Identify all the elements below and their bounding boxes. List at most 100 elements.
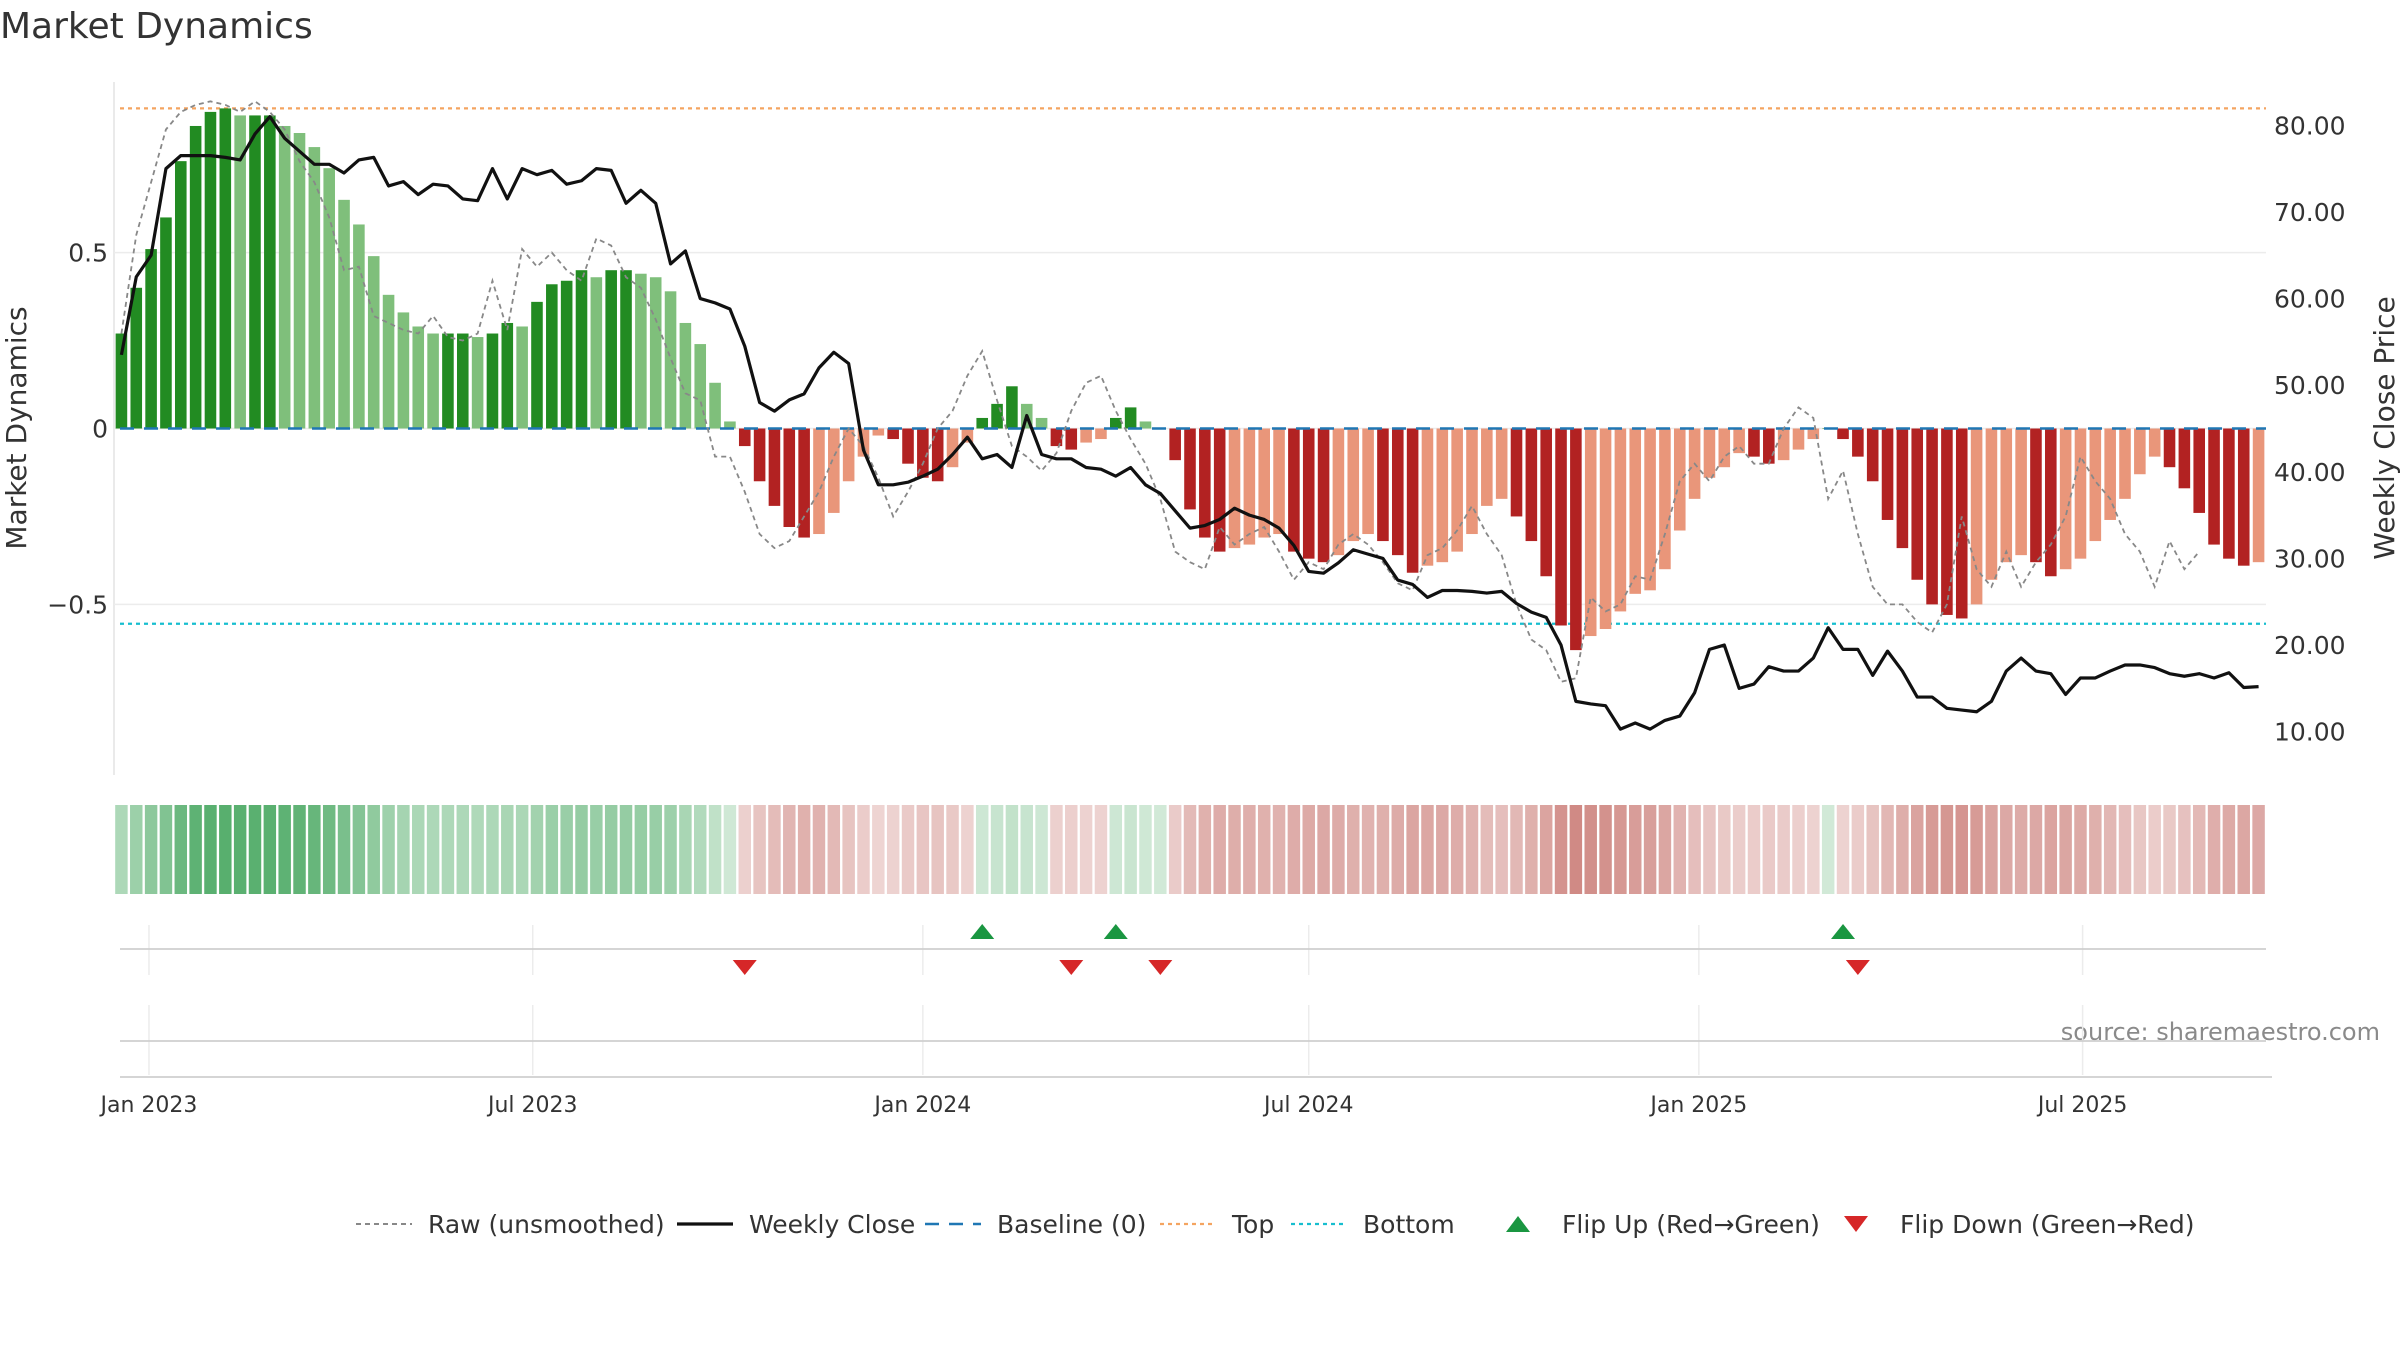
regime-strip: [115, 805, 2265, 894]
market-dynamics-bar: [2104, 428, 2116, 520]
market-dynamics-bar: [1926, 428, 1938, 605]
regime-strip-cell: [1050, 805, 1063, 894]
market-dynamics-bar: [1540, 428, 1552, 577]
legend-label: Raw (unsmoothed): [428, 1210, 665, 1239]
regime-strip-cell: [1065, 805, 1078, 894]
regime-strip-cell: [560, 805, 573, 894]
market-dynamics-bar: [1228, 428, 1241, 549]
legend-item-bottom: Bottom: [1291, 1210, 1455, 1239]
regime-strip-cell: [2237, 805, 2250, 894]
market-dynamics-bar: [2119, 428, 2131, 499]
market-dynamics-bar: [1733, 428, 1745, 454]
regime-strip-cell: [634, 805, 648, 894]
market-dynamics-bar: [783, 428, 796, 527]
regime-strip-cell: [1510, 805, 1523, 894]
market-dynamics-bar: [1451, 428, 1463, 552]
market-dynamics-bar: [902, 428, 914, 464]
legend-item-flip_up: Flip Up (Red→Green): [1506, 1210, 1820, 1239]
market-dynamics-bar: [1466, 428, 1478, 535]
market-dynamics-bar: [620, 270, 632, 429]
market-dynamics-bar: [2252, 428, 2265, 563]
flip-panel: [120, 924, 2266, 975]
market-dynamics-bar: [2045, 428, 2057, 577]
flip-down-marker: [732, 960, 757, 975]
market-dynamics-bar: [1095, 428, 1107, 440]
regime-strip-cell: [886, 805, 900, 894]
regime-strip-cell: [1183, 805, 1197, 894]
regime-strip-cell: [2222, 805, 2236, 894]
regime-strip-cell: [397, 805, 410, 894]
market-dynamics-bar: [1302, 428, 1315, 559]
market-dynamics-bar: [531, 301, 543, 429]
market-dynamics-bar: [1807, 428, 1820, 440]
x-tick-label: Jul 2025: [2036, 1093, 2128, 1118]
regime-strip-cell: [1539, 805, 1553, 894]
legend-swatch-flip-up: [1506, 1216, 1530, 1232]
regime-strip-cell: [1198, 805, 1212, 894]
market-dynamics-bar: [1199, 428, 1211, 538]
market-dynamics-bar: [130, 287, 143, 429]
regime-strip-cell: [1421, 805, 1434, 894]
market-dynamics-bar: [1213, 428, 1226, 552]
regime-strip-cell: [990, 805, 1004, 894]
market-dynamics-bar: [1481, 428, 1493, 506]
market-dynamics-bar: [145, 249, 157, 429]
regime-strip-cell: [2103, 805, 2117, 894]
market-dynamics-bar: [1896, 428, 1909, 549]
market-dynamics-bar: [946, 428, 959, 468]
legend-label: Flip Up (Red→Green): [1562, 1210, 1820, 1239]
y-left-axis-label: Market Dynamics: [0, 306, 33, 549]
market-dynamics-bar: [2178, 428, 2191, 489]
regime-strip-cell: [1079, 805, 1093, 894]
regime-strip-cell: [901, 805, 915, 894]
market-dynamics-bar: [115, 333, 128, 429]
market-dynamics-bar: [1525, 428, 1538, 542]
regime-strip-cell: [872, 805, 885, 894]
regime-strip-cell: [797, 805, 811, 894]
market-dynamics-bar: [1362, 428, 1374, 535]
market-dynamics-bar: [813, 428, 825, 535]
market-dynamics-bar: [1718, 428, 1731, 468]
regime-strip-cell: [2148, 805, 2161, 894]
regime-strip-cell: [278, 805, 291, 894]
x-tick-label: Jan 2025: [1648, 1093, 1747, 1118]
regime-strip-cell: [575, 805, 588, 894]
regime-strip-cell: [1584, 805, 1597, 894]
market-dynamics-bar: [1911, 428, 1924, 580]
market-dynamics-bar: [2000, 428, 2013, 563]
market-dynamics-bar: [694, 344, 707, 429]
regime-strip-cell: [1495, 805, 1508, 894]
market-dynamics-bar: [2089, 428, 2102, 542]
regime-strip-cell: [1599, 805, 1612, 894]
regime-strip-cell: [2059, 805, 2072, 894]
regime-strip-cell: [1688, 805, 1701, 894]
regime-strip-cell: [649, 805, 662, 894]
market-dynamics-bar: [1065, 428, 1078, 450]
market-dynamics-bar: [1288, 428, 1300, 552]
regime-strip-cell: [1896, 805, 1909, 894]
regime-strip-cell: [1910, 805, 1924, 894]
regime-strip-cell: [857, 805, 870, 894]
regime-strip-cell: [604, 805, 618, 894]
raw-line: [120, 100, 2200, 683]
market-dynamics-bar: [798, 428, 810, 538]
regime-strip-cell: [1851, 805, 1865, 894]
market-dynamics-bar: [709, 382, 721, 429]
regime-strip-cell: [2192, 805, 2206, 894]
right-tick-label: 80.00: [2274, 111, 2346, 140]
market-dynamics-bar: [1941, 428, 1953, 615]
market-dynamics-bar: [2015, 428, 2027, 556]
regime-strip-cell: [1124, 805, 1137, 894]
regime-strip-cell: [2118, 805, 2132, 894]
regime-strip-cell: [1762, 805, 1776, 894]
market-dynamics-bar: [842, 428, 855, 482]
market-dynamics-bar: [1777, 428, 1790, 461]
market-dynamics-bar: [1955, 428, 1968, 619]
regime-strip-cell: [812, 805, 826, 894]
market-dynamics-bar: [278, 125, 291, 429]
regime-strip-cell: [619, 805, 633, 894]
regime-strip-cell: [159, 805, 173, 894]
market-dynamics-bar: [1970, 428, 1983, 605]
market-dynamics-bar: [367, 256, 380, 429]
